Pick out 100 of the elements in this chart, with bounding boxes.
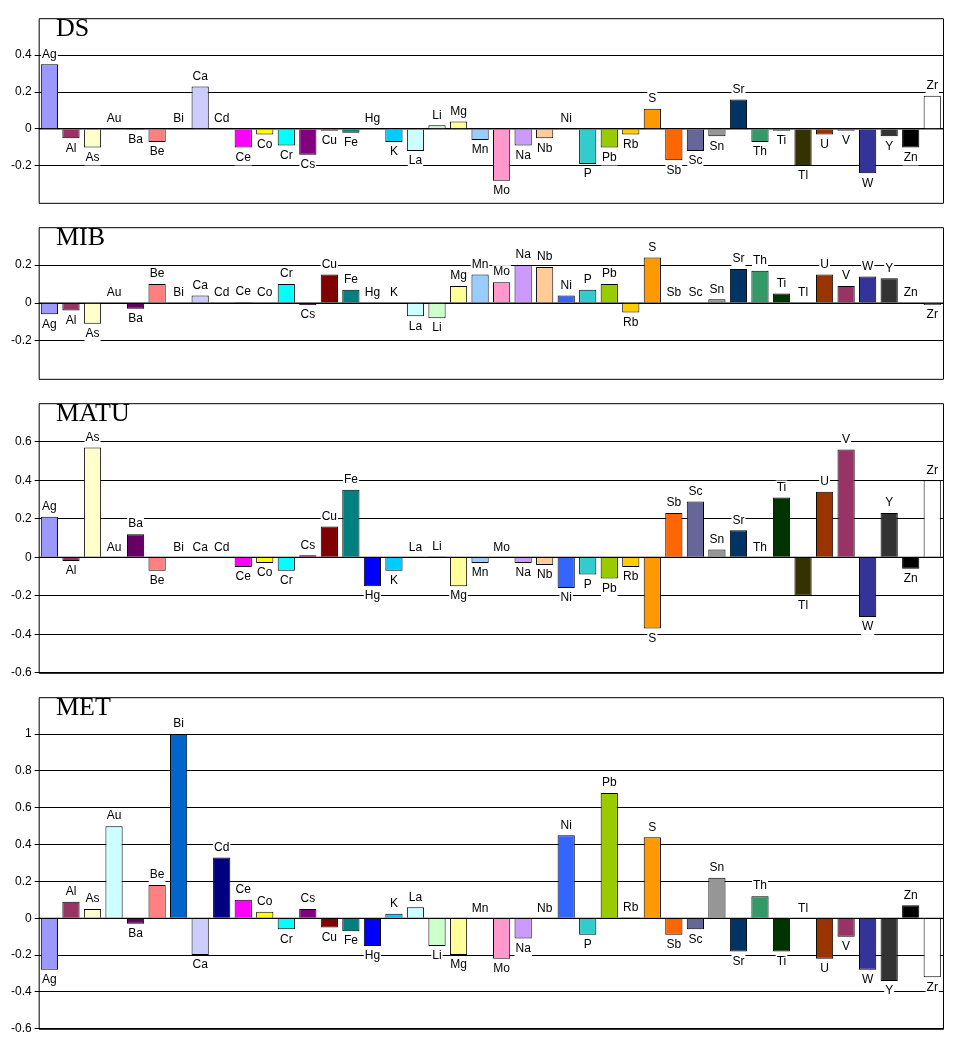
category-label: K: [389, 573, 398, 588]
category-label: Ce: [235, 569, 251, 584]
y-tick-label: 0.6: [14, 434, 32, 449]
category-label: Nb: [537, 567, 553, 582]
category-label: Ni: [560, 111, 572, 126]
category-label: Nb: [537, 140, 553, 155]
category-label: Sn: [709, 531, 725, 546]
y-tick-label: -0.2: [10, 588, 32, 603]
category-label: Mg: [450, 588, 467, 603]
category-label: Th: [752, 144, 767, 159]
category-label: Na: [515, 565, 531, 580]
category-label: Mo: [493, 961, 510, 976]
category-label: Ti: [776, 479, 787, 494]
category-label: Sb: [666, 285, 682, 300]
category-label: Mo: [493, 182, 510, 197]
category-label: Ca: [192, 957, 208, 972]
category-label: Au: [106, 111, 122, 126]
category-label: Fe: [343, 472, 358, 487]
category-label: S: [648, 819, 657, 834]
category-label: Sr: [732, 512, 745, 527]
y-tick-label: 0.2: [14, 257, 32, 272]
category-label: S: [648, 630, 657, 645]
y-tick-label: -0.4: [10, 626, 32, 641]
category-label: Ca: [192, 68, 208, 83]
y-tick-label: 0.8: [14, 763, 32, 778]
y-tick-label: 0.4: [14, 47, 32, 62]
y-tick-label: 1: [24, 726, 32, 741]
category-label: Fe: [343, 933, 358, 948]
category-label: Mn: [471, 256, 489, 271]
category-label: Co: [257, 894, 273, 909]
y-tick-label: -0.2: [10, 158, 32, 173]
category-label: Ba: [128, 516, 143, 531]
category-label: Ce: [235, 149, 251, 164]
category-label: Sr: [732, 251, 745, 266]
category-label: V: [842, 268, 851, 283]
category-label: Y: [885, 983, 894, 998]
category-label: Y: [885, 495, 894, 510]
category-label: Au: [106, 539, 122, 554]
y-tick-label: 0: [24, 121, 32, 136]
category-label: Cd: [214, 539, 230, 554]
category-label: Al: [65, 140, 77, 155]
category-label: P: [583, 272, 592, 287]
chart-title: MIB: [56, 222, 106, 251]
category-label: Tl: [798, 168, 809, 183]
category-label: Sb: [666, 162, 682, 177]
category-label: V: [842, 939, 851, 953]
category-label: Sr: [732, 81, 745, 96]
category-label: Cr: [279, 573, 293, 588]
category-label: W: [861, 972, 874, 987]
category-label: Cr: [279, 266, 293, 281]
category-label: Hg: [364, 588, 381, 603]
category-label: Ce: [235, 284, 251, 299]
category-label: Y: [885, 260, 894, 275]
category-label: Pb: [601, 775, 617, 790]
category-label: Mg: [450, 103, 467, 118]
category-label: Cs: [300, 157, 316, 172]
category-label: Cr: [279, 931, 293, 946]
category-label: Zr: [926, 307, 938, 322]
category-label: P: [583, 937, 592, 952]
category-label: Tl: [798, 598, 809, 613]
category-label: Pb: [601, 149, 617, 164]
category-label: Zn: [903, 149, 918, 164]
category-label: As: [85, 429, 100, 444]
category-label: Au: [106, 808, 122, 823]
category-label: W: [861, 258, 874, 273]
category-label: Sn: [709, 860, 725, 875]
category-label: K: [389, 144, 398, 159]
category-label: Zn: [903, 571, 918, 586]
category-label: Sb: [666, 937, 682, 952]
category-label: Be: [149, 144, 165, 159]
category-label: Cd: [214, 285, 230, 300]
y-tick-label: -0.6: [10, 1021, 32, 1036]
category-label: Sn: [709, 138, 725, 153]
category-label: Mg: [450, 957, 467, 972]
category-label: K: [389, 895, 398, 910]
category-label: Mn: [471, 900, 489, 915]
category-label: S: [648, 90, 657, 105]
chart-title: DS: [56, 13, 90, 42]
category-label: Ce: [235, 882, 251, 897]
category-label: La: [408, 153, 423, 168]
category-label: Zn: [903, 285, 918, 300]
category-label: Bi: [173, 716, 184, 731]
category-label: Li: [432, 538, 442, 553]
category-label: Cu: [321, 508, 338, 523]
category-label: Na: [515, 940, 531, 955]
category-label: As: [85, 326, 100, 341]
category-label: Sn: [709, 281, 725, 296]
category-label: Be: [149, 573, 165, 588]
category-label: La: [408, 539, 423, 554]
category-label: Ca: [192, 539, 208, 554]
category-label: Ni: [560, 277, 572, 292]
category-label: Rb: [623, 314, 639, 329]
category-label: Ti: [776, 275, 787, 290]
category-label: Cu: [321, 929, 338, 944]
category-label: Mn: [471, 565, 489, 580]
category-label: Cr: [279, 147, 293, 162]
category-label: Cs: [300, 891, 316, 906]
category-label: Rb: [623, 899, 639, 914]
category-label: Cd: [214, 111, 230, 126]
y-tick-label: 0.2: [14, 511, 32, 526]
